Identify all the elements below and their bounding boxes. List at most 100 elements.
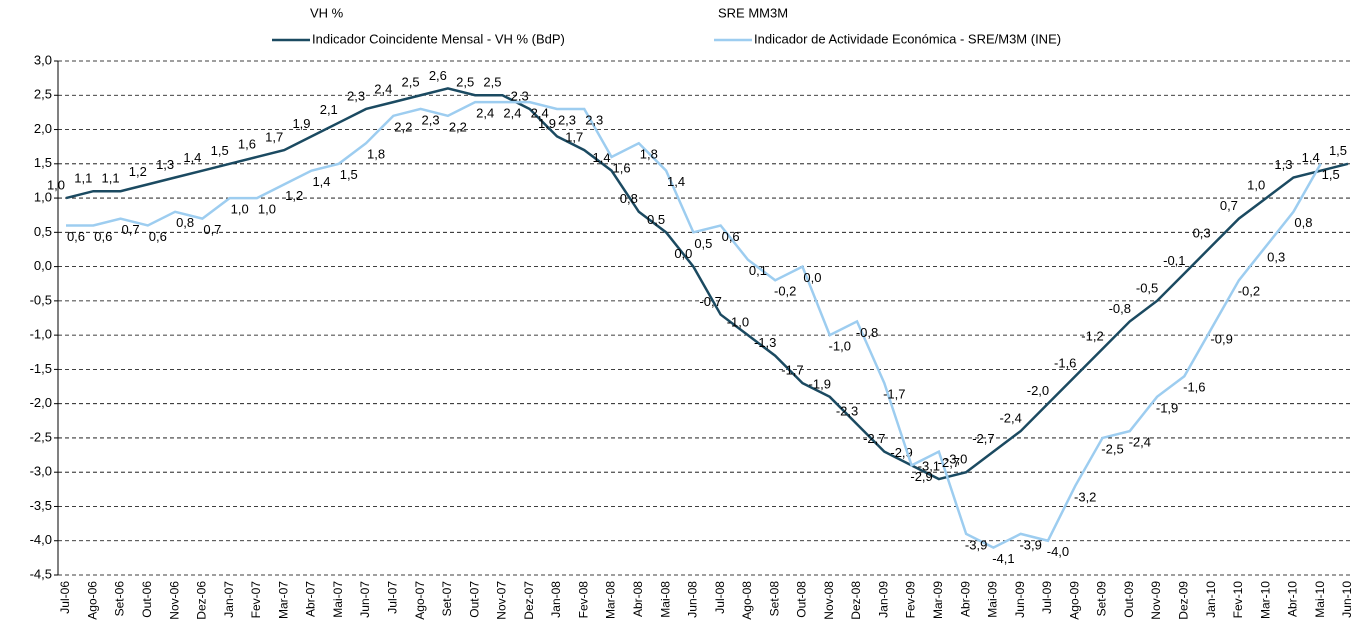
data-label: 0,7: [1220, 198, 1238, 213]
y-tick-label: -1,0: [30, 327, 52, 342]
y-tick-label: -4,5: [30, 566, 52, 581]
data-label: 2,4: [476, 106, 494, 121]
data-label: -1,7: [883, 387, 905, 402]
x-tick-label: Set-07: [440, 581, 454, 617]
data-label: 1,1: [74, 171, 92, 186]
data-label: -3,0: [945, 452, 967, 467]
x-tick-label: Abr-10: [1286, 581, 1300, 617]
data-label: 0,0: [803, 270, 821, 285]
data-label: 1,0: [258, 202, 276, 217]
data-label: 2,5: [483, 75, 501, 90]
y-tick-label: 3,0: [34, 52, 52, 67]
x-tick-label: Jan-09: [876, 581, 890, 618]
data-label: 0,8: [176, 215, 194, 230]
data-label: -0,5: [1136, 280, 1158, 295]
x-tick-label: Ago-07: [413, 581, 427, 620]
x-tick-label: Jun-07: [358, 581, 372, 618]
x-tick-label: Nov-08: [822, 581, 836, 620]
data-label: -1,7: [781, 363, 803, 378]
y-tick-label: 1,0: [34, 190, 52, 205]
x-tick-label: Ago-08: [740, 581, 754, 620]
data-label: 0,3: [1267, 249, 1285, 264]
x-tick-label: Nov-07: [495, 581, 509, 620]
data-label: 2,3: [585, 112, 603, 127]
x-tick-label: Out-09: [1122, 581, 1136, 618]
data-label: 2,3: [347, 88, 365, 103]
x-tick-label: Jul-07: [385, 581, 399, 614]
x-tick-label: Abr-08: [631, 581, 645, 617]
data-label: 1,5: [1322, 167, 1340, 182]
data-label: -2,7: [863, 431, 885, 446]
data-label: 1,4: [183, 150, 201, 165]
data-label: -2,4: [1129, 435, 1151, 450]
data-label: 0,5: [694, 236, 712, 251]
data-label: -2,9: [910, 469, 932, 484]
x-tick-label: Set-09: [1095, 581, 1109, 617]
data-label: 0,3: [1193, 225, 1211, 240]
data-label: 2,2: [449, 119, 467, 134]
x-tick-label: Fev-09: [904, 581, 918, 619]
data-label: -1,6: [1183, 380, 1205, 395]
data-label: 0,7: [203, 222, 221, 237]
x-tick-label: Out-08: [795, 581, 809, 618]
x-tick-label: Jul-06: [58, 581, 72, 614]
data-label: -4,1: [992, 551, 1014, 566]
data-label: -0,7: [699, 294, 721, 309]
data-label: -0,8: [856, 325, 878, 340]
x-tick-label: Mai-09: [986, 581, 1000, 618]
x-tick-label: Jul-09: [1040, 581, 1054, 614]
data-label: 0,6: [94, 229, 112, 244]
data-label: 1,2: [129, 164, 147, 179]
x-tick-label: Nov-09: [1149, 581, 1163, 620]
data-label: -2,3: [836, 404, 858, 419]
data-label: 1,4: [1302, 150, 1320, 165]
data-label: 1,7: [265, 130, 283, 145]
data-label: 2,3: [511, 88, 529, 103]
data-label: -0,1: [1163, 253, 1185, 268]
data-label: -2,0: [1027, 383, 1049, 398]
data-label: -1,9: [809, 376, 831, 391]
data-label: 0,6: [149, 229, 167, 244]
x-tick-label: Mar-09: [931, 581, 945, 619]
data-label: 0,8: [1294, 215, 1312, 230]
data-label: 2,4: [531, 106, 549, 121]
data-label: -1,6: [1054, 356, 1076, 371]
data-label: 0,0: [674, 246, 692, 261]
y-tick-label: 0,0: [34, 258, 52, 273]
data-label: 0,6: [722, 229, 740, 244]
data-label: 1,0: [47, 178, 65, 193]
data-label: -0,9: [1210, 332, 1232, 347]
x-tick-label: Dez-08: [849, 581, 863, 620]
x-tick-label: Dez-06: [195, 581, 209, 620]
x-tick-label: Mai-10: [1313, 581, 1327, 618]
data-label: 0,8: [620, 191, 638, 206]
x-tick-label: Mar-08: [604, 581, 618, 619]
data-label: 1,5: [1329, 143, 1347, 158]
x-tick-label: Jan-08: [549, 581, 563, 618]
data-label: -3,2: [1074, 489, 1096, 504]
x-tick-label: Dez-09: [1177, 581, 1191, 620]
data-label: -0,2: [774, 284, 796, 299]
data-label: -1,0: [829, 339, 851, 354]
data-label: 2,6: [429, 68, 447, 83]
x-tick-label: Fev-07: [249, 581, 263, 619]
data-label: 1,3: [156, 157, 174, 172]
data-label: 1,0: [231, 202, 249, 217]
data-label: 1,2: [285, 188, 303, 203]
data-label: -3,9: [965, 537, 987, 552]
data-label: 2,5: [456, 75, 474, 90]
data-label: 1,6: [238, 136, 256, 151]
y-tick-label: 2,0: [34, 121, 52, 136]
data-label: -1,3: [754, 335, 776, 350]
data-label: 1,4: [592, 150, 610, 165]
legend-label: Indicador Coincidente Mensal - VH % (BdP…: [312, 31, 565, 46]
data-label: 1,4: [312, 174, 330, 189]
series-line: [66, 100, 1322, 549]
y-tick-label: -4,0: [30, 532, 52, 547]
y-tick-label: 1,5: [34, 155, 52, 170]
data-label: 1,3: [1274, 157, 1292, 172]
y-tick-label: -2,0: [30, 395, 52, 410]
x-tick-label: Jun-09: [1013, 581, 1027, 618]
data-label: 2,5: [402, 75, 420, 90]
data-label: -4,0: [1047, 544, 1069, 559]
